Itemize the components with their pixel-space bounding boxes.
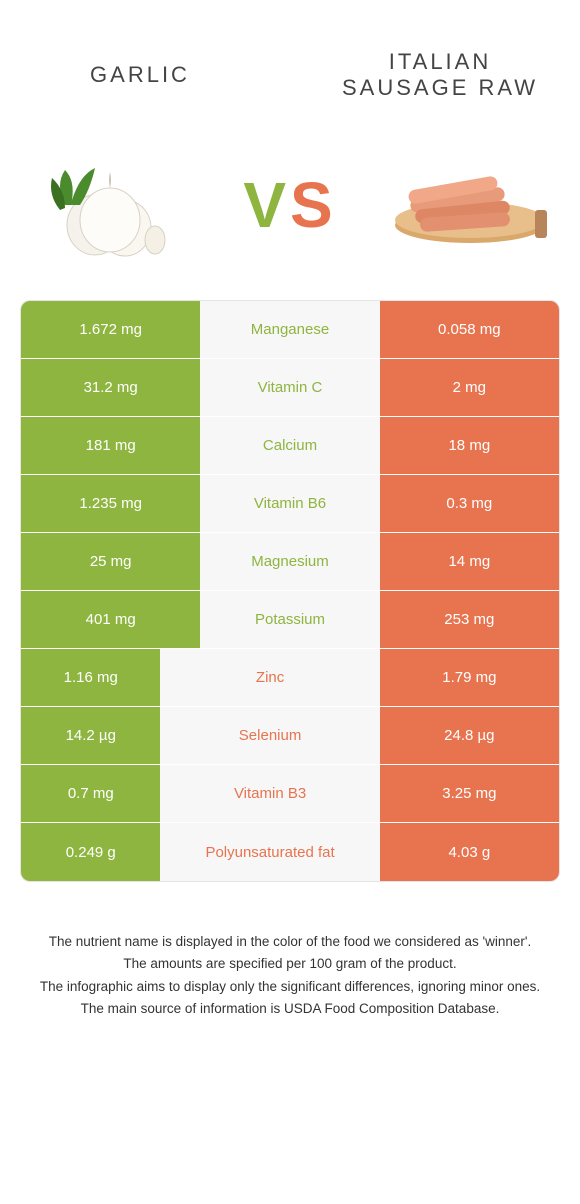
footer-line-3: The infographic aims to display only the… xyxy=(30,977,550,997)
header: GARLIC ITALIAN SAUSAGE RAW xyxy=(0,0,580,140)
right-value: 24.8 µg xyxy=(380,707,559,764)
nutrient-label: Potassium xyxy=(200,591,379,648)
vs-row: VS xyxy=(0,140,580,300)
table-row: 0.7 mgVitamin B33.25 mg xyxy=(21,765,559,823)
vs-s: S xyxy=(290,169,337,241)
left-value: 14.2 µg xyxy=(21,707,160,764)
footer-line-1: The nutrient name is displayed in the co… xyxy=(30,932,550,952)
right-value: 3.25 mg xyxy=(380,765,559,822)
right-value: 14 mg xyxy=(380,533,559,590)
footer-line-4: The main source of information is USDA F… xyxy=(30,999,550,1019)
nutrient-label: Selenium xyxy=(160,707,379,764)
left-value: 181 mg xyxy=(21,417,200,474)
nutrient-label: Vitamin B6 xyxy=(200,475,379,532)
table-row: 1.16 mgZinc1.79 mg xyxy=(21,649,559,707)
sausage-icon xyxy=(380,155,550,255)
table-row: 1.235 mgVitamin B60.3 mg xyxy=(21,475,559,533)
nutrient-table: 1.672 mgManganese0.058 mg31.2 mgVitamin … xyxy=(20,300,560,882)
left-value: 0.7 mg xyxy=(21,765,160,822)
left-value: 25 mg xyxy=(21,533,200,590)
right-value: 1.79 mg xyxy=(380,649,559,706)
footer-notes: The nutrient name is displayed in the co… xyxy=(0,882,580,1019)
table-row: 401 mgPotassium253 mg xyxy=(21,591,559,649)
vs-label: VS xyxy=(243,168,336,242)
left-value: 0.249 g xyxy=(21,823,160,881)
nutrient-label: Vitamin C xyxy=(200,359,379,416)
table-row: 14.2 µgSelenium24.8 µg xyxy=(21,707,559,765)
nutrient-label: Manganese xyxy=(200,301,379,358)
table-row: 181 mgCalcium18 mg xyxy=(21,417,559,475)
table-row: 31.2 mgVitamin C2 mg xyxy=(21,359,559,417)
left-food-title: GARLIC xyxy=(40,62,240,88)
nutrient-label: Calcium xyxy=(200,417,379,474)
nutrient-label: Zinc xyxy=(160,649,379,706)
left-value: 401 mg xyxy=(21,591,200,648)
nutrient-label: Magnesium xyxy=(200,533,379,590)
right-value: 253 mg xyxy=(380,591,559,648)
right-value: 18 mg xyxy=(380,417,559,474)
table-row: 25 mgMagnesium14 mg xyxy=(21,533,559,591)
nutrient-label: Vitamin B3 xyxy=(160,765,379,822)
table-row: 0.249 gPolyunsaturated fat4.03 g xyxy=(21,823,559,881)
left-value: 1.672 mg xyxy=(21,301,200,358)
right-value: 0.3 mg xyxy=(380,475,559,532)
garlic-image xyxy=(30,145,200,265)
right-value: 4.03 g xyxy=(380,823,559,881)
table-row: 1.672 mgManganese0.058 mg xyxy=(21,301,559,359)
right-value: 2 mg xyxy=(380,359,559,416)
nutrient-label: Polyunsaturated fat xyxy=(160,823,379,881)
footer-line-2: The amounts are specified per 100 gram o… xyxy=(30,954,550,974)
left-value: 1.16 mg xyxy=(21,649,160,706)
garlic-icon xyxy=(40,150,190,260)
vs-v: V xyxy=(243,169,290,241)
sausage-image xyxy=(380,145,550,265)
right-value: 0.058 mg xyxy=(380,301,559,358)
right-food-title: ITALIAN SAUSAGE RAW xyxy=(340,49,540,102)
left-value: 31.2 mg xyxy=(21,359,200,416)
left-value: 1.235 mg xyxy=(21,475,200,532)
